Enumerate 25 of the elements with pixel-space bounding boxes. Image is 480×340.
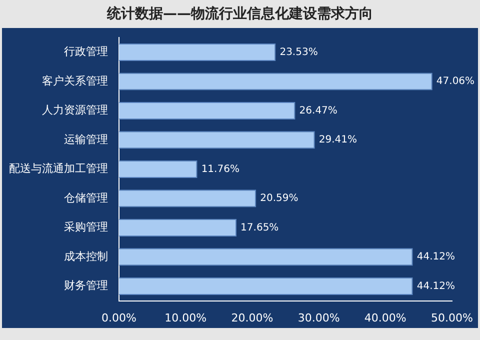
y-tick-label: 成本控制 [64,250,108,263]
chart-title: 统计数据——物流行业信息化建设需求方向 [106,4,374,24]
y-tick-label: 配送与流通加工管理 [9,162,108,176]
y-tick-label: 客户关系管理 [42,74,108,88]
data-label: 29.41% [318,134,358,146]
x-tick-label: 0.00% [102,311,136,324]
y-tick-label: 财务管理 [64,279,108,292]
data-label: 11.76% [201,164,240,175]
data-label: 44.12% [416,280,455,292]
data-label: 26.47% [299,105,338,116]
data-label: 17.65% [240,222,279,234]
data-label: 47.06% [436,76,475,88]
y-tick-label: 行政管理 [64,45,108,58]
x-tick-label: 10.00% [164,311,207,324]
x-tick-label: 30.00% [298,311,340,324]
y-tick-label: 人力资源管理 [42,104,108,117]
x-tick-label: 40.00% [364,311,406,324]
y-tick-label: 运输管理 [64,132,108,146]
data-label: 20.59% [260,193,298,204]
y-tick-label: 仓储管理 [64,191,108,204]
y-tick-label: 采购管理 [64,220,108,234]
x-tick-label: 50.00% [431,311,473,324]
data-label: 23.53% [280,46,318,58]
x-tick-label: 20.00% [231,311,274,324]
data-label: 44.12% [416,252,455,263]
